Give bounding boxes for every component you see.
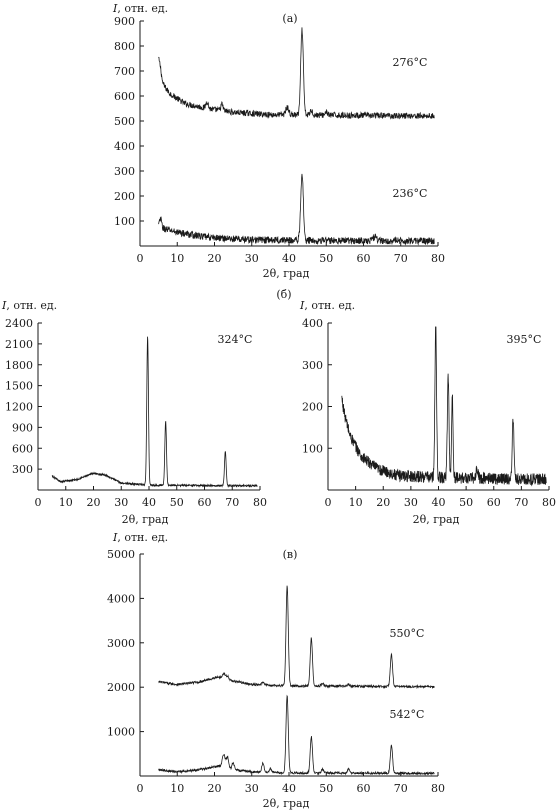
y-tick-label: 2100 bbox=[5, 338, 33, 351]
y-tick-label: 500 bbox=[114, 115, 135, 128]
panel-b-right-ylabel: I, отн. ед. bbox=[299, 299, 355, 312]
x-tick-label: 50 bbox=[459, 496, 473, 509]
x-tick-label: 40 bbox=[432, 496, 446, 509]
x-tick-label: 80 bbox=[253, 496, 267, 509]
x-tick-label: 0 bbox=[35, 496, 42, 509]
y-tick-label: 900 bbox=[114, 15, 135, 28]
x-tick-label: 30 bbox=[114, 496, 128, 509]
x-tick-label: 30 bbox=[404, 496, 418, 509]
panel-b-left: (б) I, отн. ед. 324°C 2θ, град 0 10 20 30 40… bbox=[1, 288, 292, 526]
panel-a-xlabel: 2θ, град bbox=[263, 267, 310, 280]
x-tick-label: 70 bbox=[225, 496, 239, 509]
y-tick-label: 300 bbox=[302, 359, 323, 372]
y-tick-label: 200 bbox=[114, 190, 135, 203]
series-line-395°C bbox=[341, 326, 547, 487]
x-tick-label: 10 bbox=[59, 496, 73, 509]
x-tick-label: 20 bbox=[208, 252, 222, 265]
x-tick-label: 30 bbox=[245, 252, 259, 265]
panel-a-ylabel: I, отн. ед. bbox=[112, 2, 168, 15]
series-line-324°C bbox=[51, 336, 258, 488]
panel-c-label: (в) bbox=[283, 548, 298, 561]
panel-b-left-xlabel: 2θ, град bbox=[122, 513, 169, 526]
panel-c-ylabel: I, отн. ед. bbox=[112, 531, 168, 544]
y-tick-label: 400 bbox=[114, 140, 135, 153]
y-tick-label: 3000 bbox=[107, 637, 135, 650]
x-tick-label: 50 bbox=[319, 782, 333, 795]
series-line-550°C bbox=[158, 585, 435, 690]
x-tick-label: 30 bbox=[245, 782, 259, 795]
series-line-236°C bbox=[158, 173, 435, 246]
panel-b-right-series-395-label: 395°C bbox=[507, 333, 542, 346]
y-tick-label: 600 bbox=[12, 442, 33, 455]
panel-a-label: (а) bbox=[282, 12, 297, 25]
panel-b-left-series-324-label: 324°C bbox=[218, 333, 253, 346]
x-tick-label: 50 bbox=[319, 252, 333, 265]
series-line-542°C bbox=[158, 694, 435, 776]
x-tick-label: 40 bbox=[282, 782, 296, 795]
panel-b-right: I, отн. ед. 395°C 2θ, град 0 10 20 30 40 50 60… bbox=[299, 299, 556, 526]
y-tick-label: 100 bbox=[302, 442, 323, 455]
y-tick-label: 5000 bbox=[107, 548, 135, 561]
x-tick-label: 60 bbox=[357, 252, 371, 265]
x-tick-label: 60 bbox=[198, 496, 212, 509]
x-tick-label: 10 bbox=[170, 252, 184, 265]
y-tick-label: 100 bbox=[114, 215, 135, 228]
panel-a: I, отн. ед. (а) 276°C 236°C 2θ, град 0 10… bbox=[112, 2, 445, 280]
y-tick-label: 800 bbox=[114, 40, 135, 53]
series-line-276°C bbox=[158, 27, 435, 120]
x-tick-label: 60 bbox=[487, 496, 501, 509]
y-tick-label: 300 bbox=[114, 165, 135, 178]
x-tick-label: 60 bbox=[357, 782, 371, 795]
y-tick-label: 1800 bbox=[5, 359, 33, 372]
y-tick-label: 300 bbox=[12, 463, 33, 476]
x-tick-label: 10 bbox=[170, 782, 184, 795]
y-tick-label: 2400 bbox=[5, 317, 33, 330]
x-tick-label: 20 bbox=[376, 496, 390, 509]
y-tick-label: 2000 bbox=[107, 681, 135, 694]
y-tick-label: 4000 bbox=[107, 592, 135, 605]
x-tick-label: 0 bbox=[325, 496, 332, 509]
x-tick-label: 70 bbox=[394, 782, 408, 795]
x-tick-label: 20 bbox=[87, 496, 101, 509]
x-tick-label: 80 bbox=[542, 496, 556, 509]
panel-c-series-550-label: 550°C bbox=[390, 627, 425, 640]
x-tick-label: 40 bbox=[142, 496, 156, 509]
y-tick-label: 900 bbox=[12, 421, 33, 434]
panel-c-series-542-label: 542°C bbox=[390, 708, 425, 721]
x-tick-label: 10 bbox=[349, 496, 363, 509]
y-tick-label: 1500 bbox=[5, 380, 33, 393]
panel-b-label: (б) bbox=[276, 288, 291, 301]
panel-a-series-276-label: 276°C bbox=[393, 56, 428, 69]
x-tick-label: 70 bbox=[514, 496, 528, 509]
panel-b-right-xlabel: 2θ, град bbox=[413, 513, 460, 526]
x-tick-label: 20 bbox=[208, 782, 222, 795]
x-tick-label: 70 bbox=[394, 252, 408, 265]
y-tick-label: 400 bbox=[302, 317, 323, 330]
panel-c-xlabel: 2θ, град bbox=[263, 797, 310, 810]
x-tick-label: 80 bbox=[431, 252, 445, 265]
x-tick-label: 0 bbox=[137, 782, 144, 795]
y-tick-label: 600 bbox=[114, 90, 135, 103]
panel-b-left-ylabel: I, отн. ед. bbox=[1, 299, 57, 312]
y-tick-label: 200 bbox=[302, 401, 323, 414]
y-tick-label: 1200 bbox=[5, 401, 33, 414]
panel-c: I, отн. ед. (в) 550°C 542°C 2θ, град 0 10… bbox=[107, 531, 445, 810]
y-tick-label: 1000 bbox=[107, 726, 135, 739]
y-tick-label: 700 bbox=[114, 65, 135, 78]
x-tick-label: 50 bbox=[170, 496, 184, 509]
x-tick-label: 40 bbox=[282, 252, 296, 265]
x-tick-label: 0 bbox=[137, 252, 144, 265]
x-tick-label: 80 bbox=[431, 782, 445, 795]
panel-a-series-236-label: 236°C bbox=[393, 187, 428, 200]
